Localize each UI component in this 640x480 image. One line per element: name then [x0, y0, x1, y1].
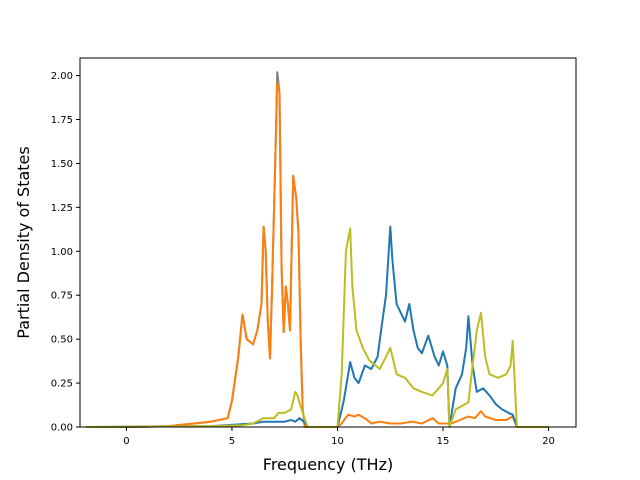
x-tick-label: 15 — [437, 436, 450, 447]
y-tick-label: 0.50 — [51, 335, 73, 346]
y-tick-label: 1.50 — [51, 159, 73, 170]
plot-lines — [86, 71, 549, 428]
y-tick-label: 0.75 — [51, 291, 73, 302]
x-axis-ticks: 0 5 10 15 20 — [123, 427, 555, 447]
y-axis-label: Partial Density of States — [14, 146, 33, 338]
x-tick-label: 20 — [542, 436, 555, 447]
series-line-2 — [86, 225, 549, 428]
y-tick-label: 2.00 — [51, 71, 73, 82]
y-axis-ticks: 0.00 0.25 0.50 0.75 1.00 1.25 1.50 1.75 2.00 — [51, 71, 80, 434]
y-tick-label: 1.00 — [51, 247, 73, 258]
y-tick-label: 0.25 — [51, 379, 73, 390]
x-axis-label: Frequency (THz) — [263, 455, 393, 474]
x-tick-label: 0 — [123, 436, 129, 447]
series-line-3 — [86, 227, 549, 428]
y-tick-label: 0.00 — [51, 423, 73, 434]
y-tick-label: 1.75 — [51, 115, 73, 126]
y-tick-label: 1.25 — [51, 203, 73, 214]
plot-frame — [79, 57, 577, 428]
x-tick-label: 5 — [229, 436, 235, 447]
x-tick-label: 10 — [331, 436, 344, 447]
